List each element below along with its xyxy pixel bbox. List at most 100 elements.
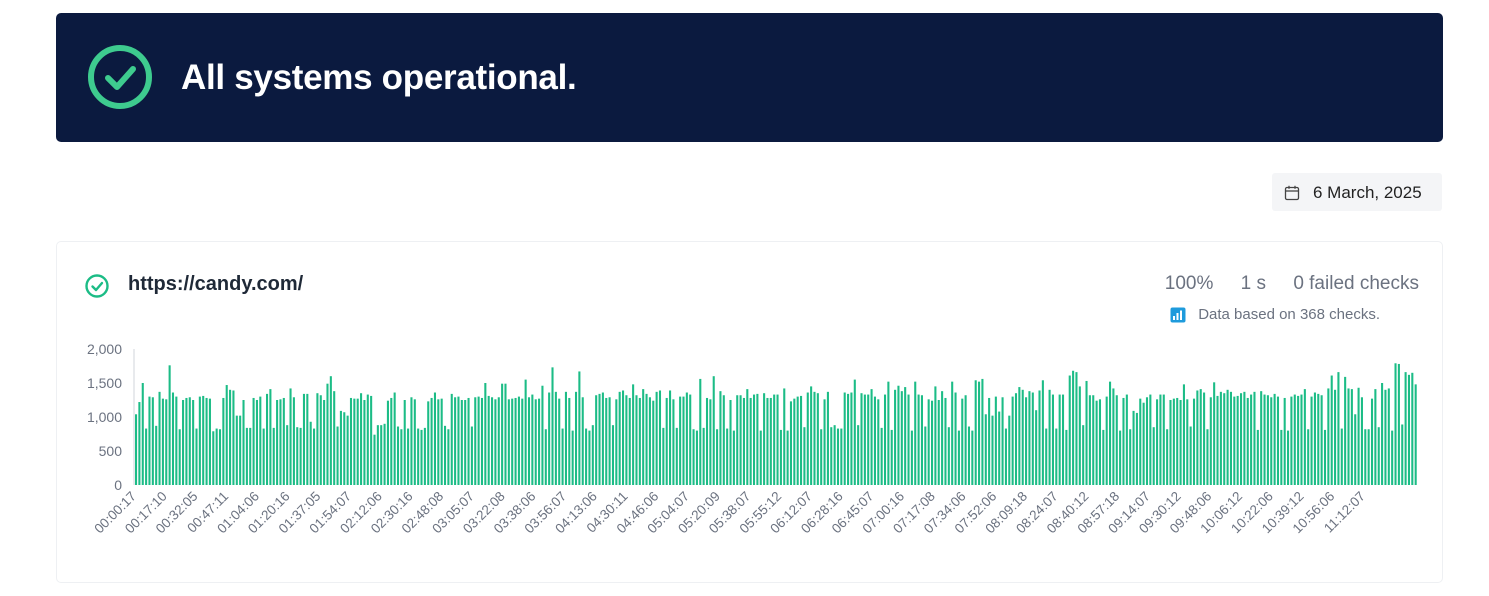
- chart-bar[interactable]: [595, 395, 598, 485]
- chart-bar[interactable]: [739, 395, 742, 485]
- chart-bar[interactable]: [464, 400, 467, 485]
- chart-bar[interactable]: [931, 400, 934, 485]
- chart-bar[interactable]: [763, 393, 766, 485]
- chart-bar[interactable]: [635, 395, 638, 485]
- chart-bar[interactable]: [685, 392, 688, 485]
- chart-bar[interactable]: [1008, 415, 1011, 485]
- chart-bar[interactable]: [927, 399, 930, 485]
- chart-bar[interactable]: [265, 393, 269, 485]
- chart-bar[interactable]: [262, 428, 265, 485]
- chart-bar[interactable]: [904, 387, 907, 485]
- chart-bar[interactable]: [615, 399, 618, 485]
- chart-bar[interactable]: [920, 395, 923, 485]
- chart-bar[interactable]: [292, 397, 295, 485]
- chart-bar[interactable]: [826, 391, 829, 485]
- chart-bar[interactable]: [578, 371, 581, 485]
- chart-bar[interactable]: [1354, 414, 1357, 485]
- chart-bar[interactable]: [1263, 394, 1266, 485]
- chart-bar[interactable]: [1179, 400, 1182, 485]
- chart-bar[interactable]: [679, 396, 682, 485]
- chart-bar[interactable]: [702, 427, 705, 485]
- chart-bar[interactable]: [974, 380, 977, 485]
- chart-bar[interactable]: [749, 397, 752, 485]
- chart-bar[interactable]: [229, 389, 232, 485]
- chart-bar[interactable]: [198, 396, 201, 485]
- chart-bar[interactable]: [833, 425, 836, 485]
- chart-bar[interactable]: [964, 395, 967, 485]
- chart-bar[interactable]: [524, 379, 527, 485]
- chart-bar[interactable]: [1287, 430, 1290, 485]
- chart-bar[interactable]: [1223, 393, 1226, 485]
- chart-bar[interactable]: [504, 383, 507, 485]
- chart-bar[interactable]: [800, 395, 803, 485]
- chart-bar[interactable]: [588, 430, 591, 485]
- chart-bar[interactable]: [1189, 426, 1192, 485]
- chart-bar[interactable]: [1041, 380, 1044, 485]
- chart-bar[interactable]: [719, 391, 722, 485]
- chart-bar[interactable]: [417, 428, 420, 485]
- chart-bar[interactable]: [1119, 430, 1122, 485]
- chart-bar[interactable]: [1411, 372, 1414, 485]
- chart-bar[interactable]: [1095, 400, 1098, 485]
- chart-bar[interactable]: [917, 394, 920, 485]
- chart-bar[interactable]: [232, 390, 235, 485]
- chart-bar[interactable]: [873, 396, 876, 485]
- chart-bar[interactable]: [208, 398, 211, 485]
- chart-bar[interactable]: [971, 430, 974, 485]
- chart-bar[interactable]: [689, 394, 692, 485]
- chart-bar[interactable]: [1176, 397, 1179, 485]
- chart-bar[interactable]: [998, 411, 1001, 485]
- chart-bar[interactable]: [497, 397, 500, 485]
- chart-bar[interactable]: [1035, 410, 1038, 485]
- chart-bar[interactable]: [675, 427, 678, 485]
- chart-bar[interactable]: [1166, 429, 1169, 485]
- date-picker-button[interactable]: 6 March, 2025: [1272, 173, 1442, 211]
- chart-bar[interactable]: [316, 393, 319, 485]
- chart-bar[interactable]: [1391, 430, 1394, 485]
- chart-bar[interactable]: [574, 391, 578, 485]
- chart-bar[interactable]: [1414, 384, 1417, 485]
- chart-bar[interactable]: [215, 428, 218, 485]
- chart-bar[interactable]: [1243, 391, 1246, 485]
- chart-bar[interactable]: [1397, 363, 1400, 485]
- chart-bar[interactable]: [1139, 398, 1142, 485]
- chart-bar[interactable]: [1162, 394, 1165, 485]
- chart-bar[interactable]: [625, 395, 628, 485]
- chart-bar[interactable]: [1172, 398, 1175, 485]
- chart-bar[interactable]: [135, 414, 138, 485]
- chart-bar[interactable]: [538, 398, 541, 485]
- chart-bar[interactable]: [296, 427, 299, 485]
- chart-bar[interactable]: [813, 391, 816, 485]
- chart-bar[interactable]: [1270, 397, 1273, 485]
- chart-bar[interactable]: [642, 389, 645, 485]
- chart-bar[interactable]: [403, 400, 406, 485]
- chart-bar[interactable]: [756, 393, 759, 485]
- chart-bar[interactable]: [1199, 389, 1202, 485]
- chart-bar[interactable]: [1404, 372, 1407, 485]
- chart-bar[interactable]: [779, 429, 782, 485]
- chart-bar[interactable]: [1344, 376, 1347, 485]
- chart-bar[interactable]: [161, 398, 164, 485]
- chart-bar[interactable]: [245, 427, 248, 485]
- chart-bar[interactable]: [242, 400, 245, 485]
- chart-bar[interactable]: [460, 400, 463, 485]
- chart-bar[interactable]: [558, 398, 561, 485]
- chart-bar[interactable]: [454, 397, 457, 485]
- chart-bar[interactable]: [151, 397, 154, 485]
- chart-bar[interactable]: [1115, 395, 1118, 485]
- chart-bar[interactable]: [900, 391, 903, 485]
- chart-bar[interactable]: [810, 386, 813, 485]
- chart-bar[interactable]: [333, 391, 336, 485]
- chart-bar[interactable]: [1233, 396, 1236, 485]
- chart-bar[interactable]: [1374, 389, 1377, 485]
- chart-bar[interactable]: [1303, 389, 1306, 485]
- chart-bar[interactable]: [699, 378, 702, 485]
- chart-bar[interactable]: [783, 388, 786, 485]
- chart-bar[interactable]: [514, 397, 517, 485]
- chart-bar[interactable]: [393, 392, 396, 485]
- chart-bar[interactable]: [420, 429, 423, 485]
- chart-bar[interactable]: [1014, 393, 1018, 485]
- chart-bar[interactable]: [1045, 428, 1048, 485]
- chart-bar[interactable]: [1082, 425, 1085, 485]
- chart-bar[interactable]: [632, 384, 635, 485]
